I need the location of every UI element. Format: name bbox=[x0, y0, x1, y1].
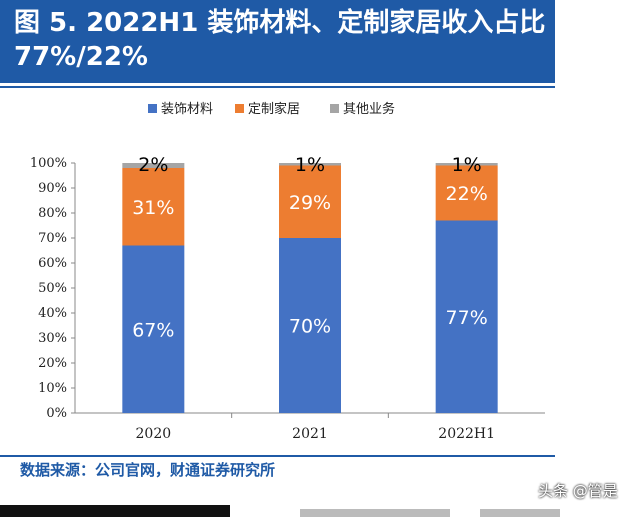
data-source: 数据来源：公司官网，财通证券研究所 bbox=[20, 461, 276, 479]
header-banner: 图 5. 2022H1 装饰材料、定制家居收入占比 77%/22% bbox=[0, 0, 555, 83]
data-label: 70% bbox=[289, 316, 331, 338]
bar-segment bbox=[435, 220, 498, 413]
data-label: 77% bbox=[446, 307, 488, 329]
y-tick-label: 10% bbox=[38, 381, 67, 396]
legend-swatch bbox=[330, 104, 339, 113]
bar-segment bbox=[122, 163, 185, 168]
bar-segment bbox=[279, 238, 341, 413]
data-label: 31% bbox=[132, 197, 174, 219]
x-tick-label: 2020 bbox=[136, 426, 172, 442]
legend-label: 定制家居 bbox=[248, 101, 300, 117]
bar-segment bbox=[435, 163, 498, 166]
watermark: 头条 @管是 bbox=[538, 482, 618, 500]
stacked-bar-chart: 装饰材料 定制家居 其他业务 0% 10% 20% 30% 40% 50% 60% 70% 80% 90… bbox=[30, 101, 545, 442]
figure-title: 图 5. 2022H1 装饰材料、定制家居收入占比 77%/22% bbox=[14, 8, 546, 72]
y-tick-label: 70% bbox=[38, 231, 67, 246]
data-label: 67% bbox=[132, 319, 174, 341]
y-tick-label: 50% bbox=[38, 281, 67, 296]
y-tick-label: 40% bbox=[38, 306, 67, 321]
bar-segment bbox=[279, 163, 341, 166]
bar-segment bbox=[435, 165, 498, 221]
legend-swatch bbox=[148, 104, 157, 113]
data-label: 1% bbox=[452, 154, 482, 176]
header-rule bbox=[0, 86, 555, 88]
y-tick-label: 30% bbox=[38, 331, 67, 346]
footer-rule bbox=[0, 455, 555, 457]
data-label: 2% bbox=[138, 154, 168, 176]
data-label: 29% bbox=[289, 192, 331, 214]
data-label: 22% bbox=[446, 183, 488, 205]
bar-segment bbox=[122, 168, 185, 246]
y-tick-label: 80% bbox=[38, 206, 67, 221]
legend-swatch bbox=[235, 104, 244, 113]
x-tick-label: 2022H1 bbox=[438, 426, 495, 442]
y-tick-label: 90% bbox=[38, 181, 67, 196]
bar-segment bbox=[122, 245, 185, 413]
cropped-text-band bbox=[0, 505, 560, 517]
legend-label: 其他业务 bbox=[343, 101, 395, 117]
legend-label: 装饰材料 bbox=[161, 102, 213, 117]
y-tick-label: 60% bbox=[38, 256, 67, 271]
y-tick-label: 20% bbox=[38, 356, 67, 371]
x-tick-label: 2021 bbox=[292, 426, 328, 442]
y-tick-label: 100% bbox=[30, 156, 67, 171]
y-tick-label: 0% bbox=[46, 406, 67, 421]
data-label: 1% bbox=[295, 154, 325, 176]
bar-segment bbox=[279, 165, 341, 238]
